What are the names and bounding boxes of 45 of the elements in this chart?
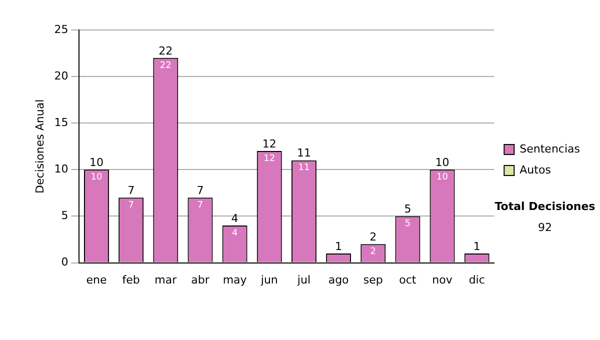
x-tick-label: oct	[399, 273, 417, 286]
legend-label: Sentencias	[520, 142, 580, 156]
total-label: 4	[231, 212, 238, 225]
data-label: 10	[90, 172, 102, 183]
data-label: 22	[160, 60, 172, 71]
x-tick-label: sep	[363, 273, 383, 286]
y-tick-label: 5	[61, 209, 68, 222]
data-label: 10	[436, 172, 448, 183]
y-tick-label: 15	[54, 116, 68, 129]
total-label: 11	[296, 146, 311, 160]
data-label: 11	[298, 163, 310, 174]
y-tick-label: 20	[54, 69, 68, 82]
total-label: 22	[158, 44, 173, 58]
total-label: 7	[196, 184, 204, 197]
y-tick-label: 10	[54, 162, 68, 176]
data-label: 7	[128, 200, 134, 210]
text: Total Decisiones	[494, 200, 596, 213]
legend-label: Autos	[520, 163, 552, 176]
total-label: 1	[473, 240, 480, 253]
total-label: 1	[335, 240, 342, 253]
total-label: 7	[128, 184, 135, 197]
text: 92	[537, 221, 553, 234]
data-label: 7	[197, 200, 204, 210]
data-label: 5	[404, 219, 411, 230]
x-tick-label: mar	[154, 273, 178, 286]
x-tick-label: feb	[122, 273, 140, 286]
x-tick-label: ene	[86, 273, 107, 286]
y-axis-title: Decisiones Anual	[33, 99, 46, 194]
total-label: 2	[370, 230, 377, 244]
x-tick-label: dic	[468, 273, 485, 286]
x-tick-label: may	[222, 273, 248, 286]
x-tick-label: abr	[191, 273, 210, 286]
total-label: 10	[435, 156, 450, 170]
total-label: 12	[262, 137, 276, 150]
data-label: 2	[370, 247, 376, 258]
x-tick-label: jun	[260, 273, 278, 286]
data-label: 12	[264, 154, 276, 164]
x-tick-label: ago	[328, 273, 350, 286]
data-label: 4	[232, 228, 238, 238]
x-tick-label: jul	[296, 273, 311, 286]
y-tick-label: 25	[54, 22, 68, 36]
x-tick-label: nov	[432, 273, 453, 286]
total-label: 10	[89, 156, 104, 170]
total-label: 5	[404, 202, 412, 216]
y-tick-label: 0	[61, 256, 68, 269]
